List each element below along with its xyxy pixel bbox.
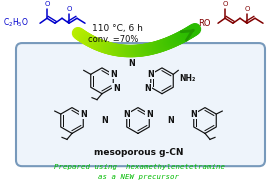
Text: RO: RO [198, 19, 210, 28]
Text: O: O [244, 6, 250, 12]
Text: O: O [222, 1, 228, 7]
Text: NH₂: NH₂ [179, 74, 195, 83]
Text: N: N [190, 110, 197, 119]
Text: N: N [123, 110, 130, 119]
Text: N: N [129, 59, 135, 68]
Text: N: N [110, 70, 117, 79]
Text: conv. =70%: conv. =70% [88, 35, 138, 44]
FancyBboxPatch shape [16, 43, 265, 166]
Text: mesoporous g-CN: mesoporous g-CN [94, 148, 184, 157]
Text: N: N [144, 84, 151, 93]
Text: 110 °C, 6 h: 110 °C, 6 h [92, 24, 143, 33]
Text: as a NEW precursor: as a NEW precursor [98, 174, 179, 180]
Text: N: N [102, 116, 108, 125]
Text: N: N [146, 110, 153, 119]
Text: $\mathsf{C_2H_5O}$: $\mathsf{C_2H_5O}$ [3, 17, 29, 29]
Text: N: N [80, 110, 87, 119]
Text: N: N [168, 116, 174, 125]
Text: O: O [44, 1, 50, 7]
Text: Prepared using  hexamethylenetetramine: Prepared using hexamethylenetetramine [54, 164, 225, 170]
Text: N: N [147, 70, 154, 79]
Text: N: N [113, 84, 120, 93]
Text: O: O [66, 6, 72, 12]
